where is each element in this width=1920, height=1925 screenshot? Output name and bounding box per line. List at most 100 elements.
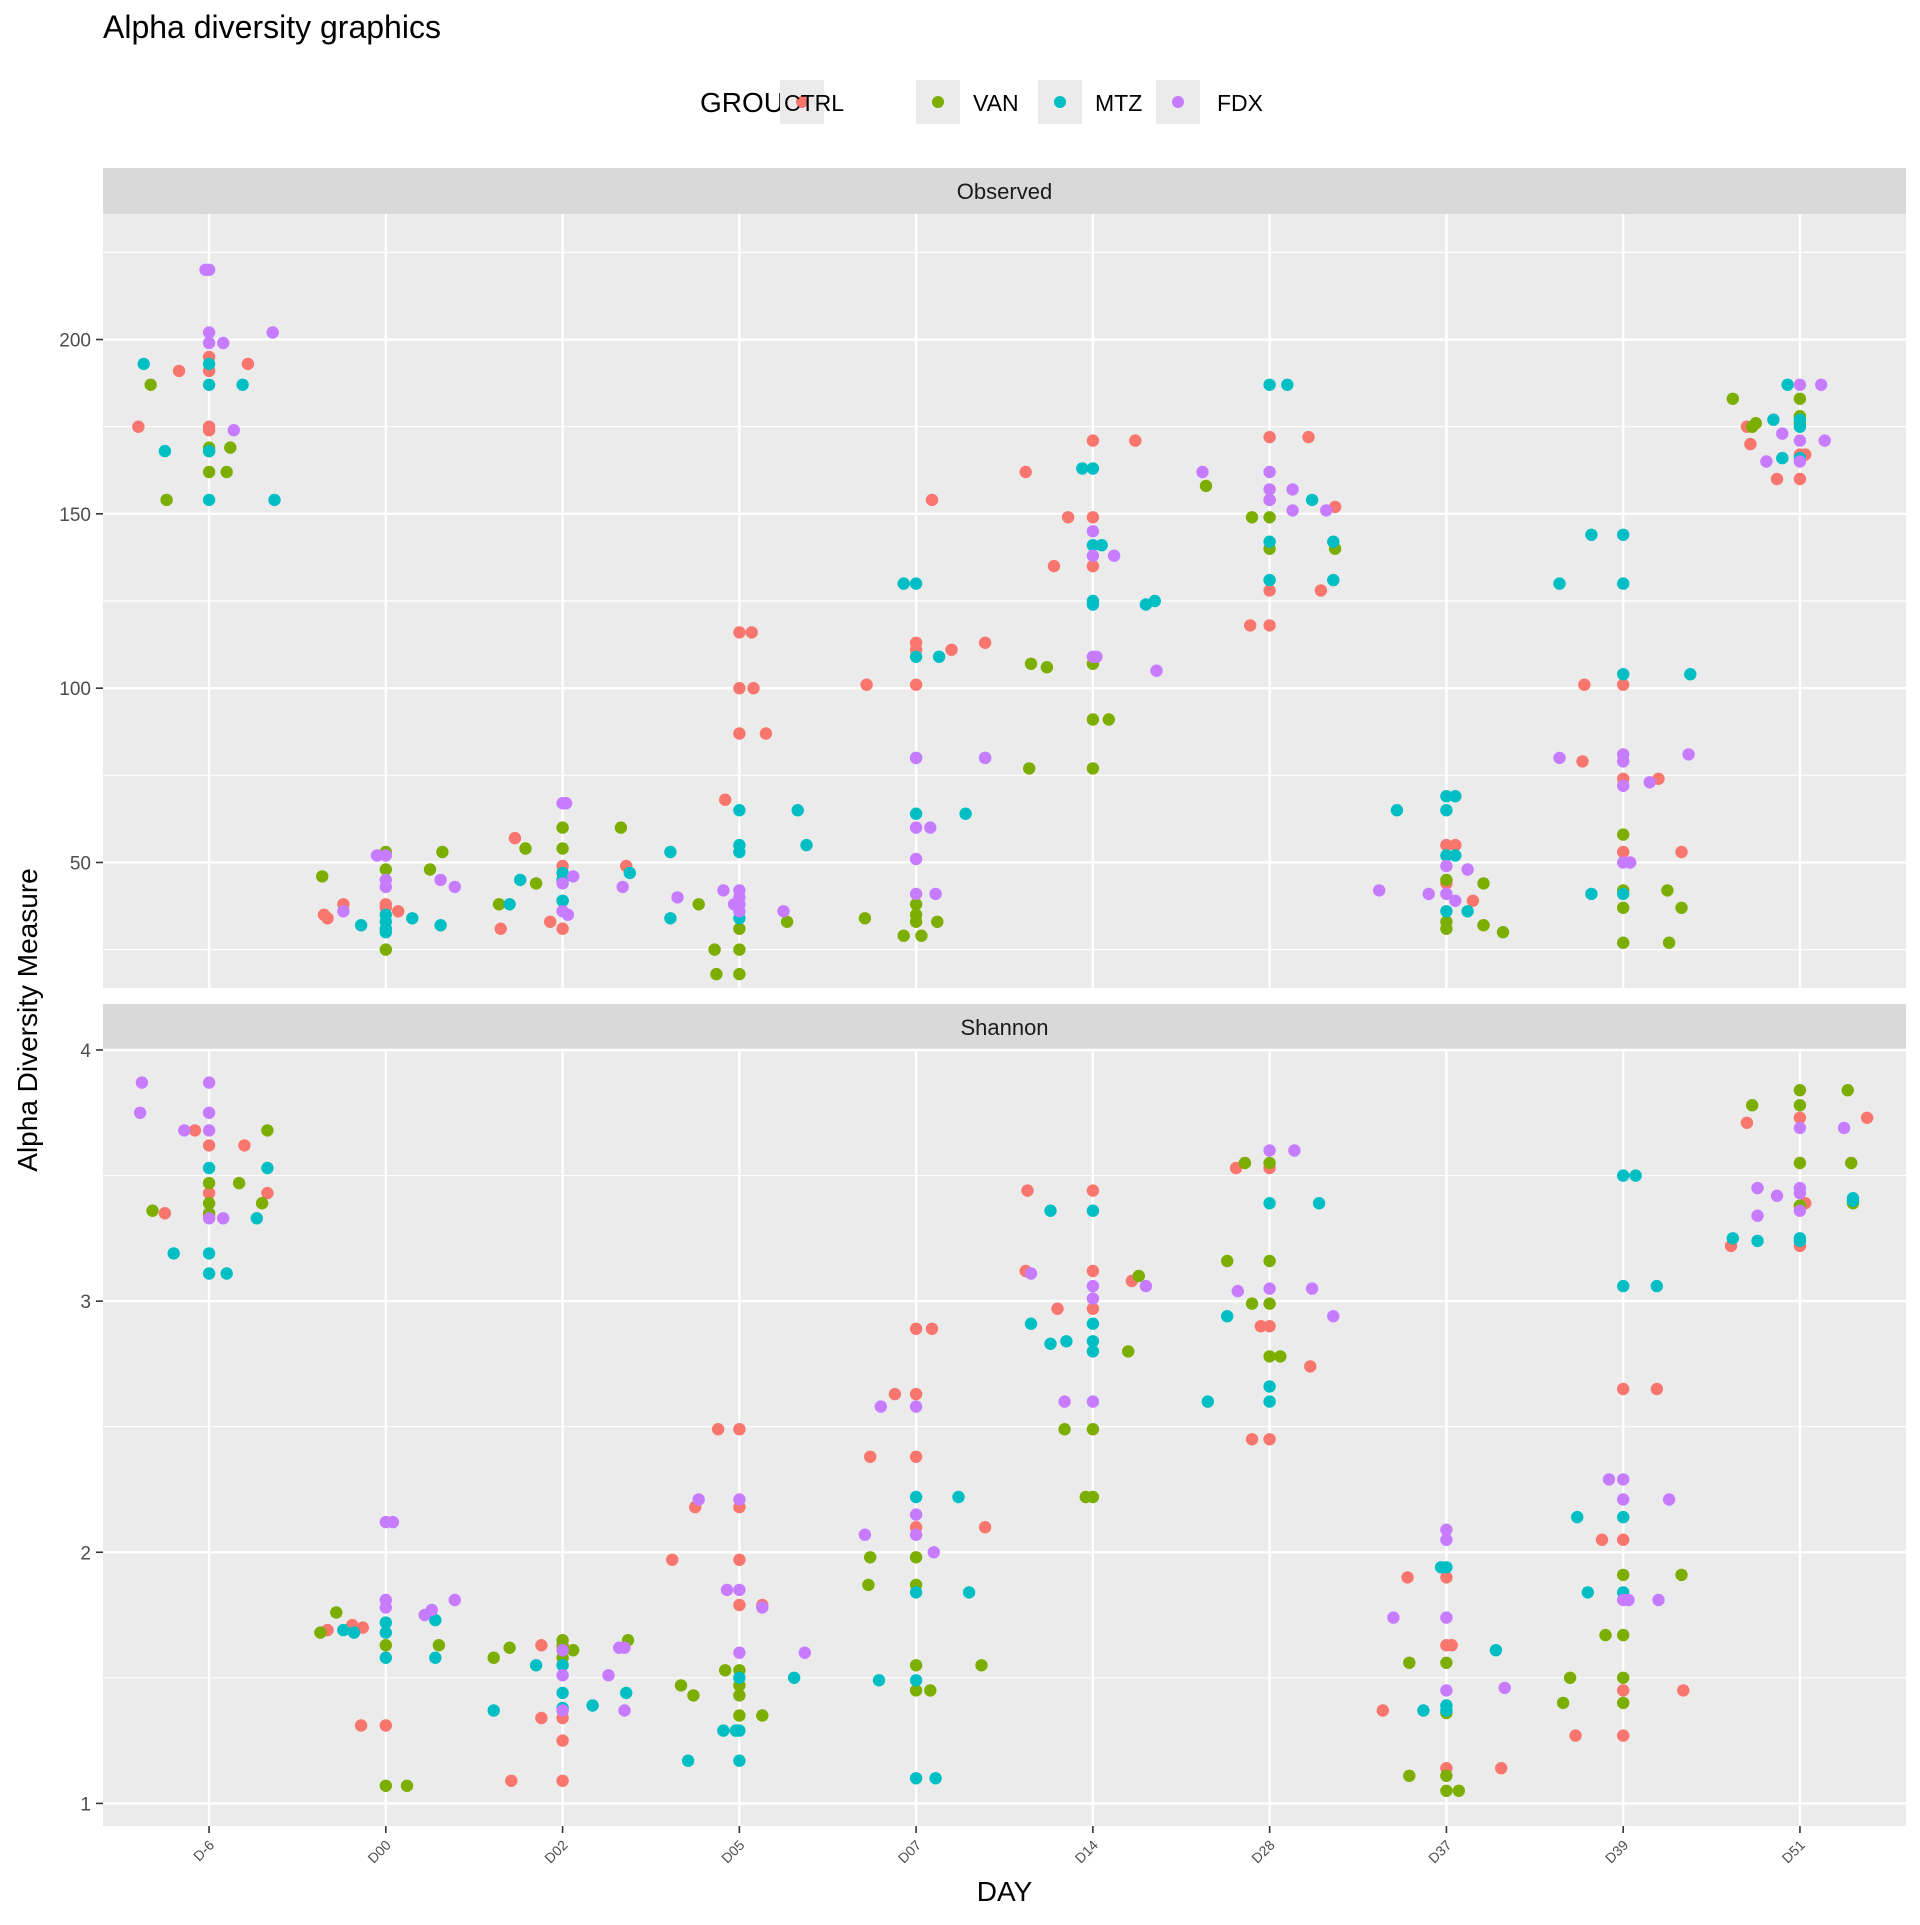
point-van bbox=[400, 1779, 414, 1793]
point-ctrl bbox=[132, 420, 145, 433]
point-mtz bbox=[1044, 1337, 1057, 1351]
point-van bbox=[1263, 1254, 1276, 1268]
point-mtz bbox=[959, 807, 972, 820]
point-fdx bbox=[616, 880, 629, 894]
point-mtz bbox=[503, 898, 516, 911]
point-van bbox=[1661, 884, 1674, 897]
point-fdx bbox=[556, 1669, 569, 1682]
point-fdx bbox=[777, 905, 790, 918]
point-mtz bbox=[717, 1724, 730, 1737]
point-ctrl bbox=[1740, 1116, 1754, 1130]
point-fdx bbox=[1837, 1121, 1851, 1135]
point-ctrl bbox=[535, 1711, 548, 1725]
point-van bbox=[1263, 1350, 1276, 1363]
point-ctrl bbox=[1440, 1571, 1453, 1584]
point-van bbox=[1841, 1084, 1854, 1097]
point-mtz bbox=[556, 894, 569, 907]
point-fdx bbox=[386, 1515, 400, 1529]
point-van bbox=[567, 1644, 580, 1657]
point-van bbox=[1122, 1345, 1135, 1358]
point-mtz bbox=[1617, 1510, 1630, 1524]
point-fdx bbox=[1231, 1284, 1245, 1298]
point-mtz bbox=[1440, 790, 1453, 803]
point-van bbox=[1102, 713, 1116, 726]
y-tick-label: 200 bbox=[59, 331, 91, 352]
point-mtz bbox=[1263, 1197, 1276, 1210]
point-ctrl bbox=[733, 1423, 746, 1436]
point-van bbox=[379, 863, 392, 876]
point-van bbox=[503, 1641, 516, 1654]
point-ctrl bbox=[1617, 845, 1630, 859]
facet-strip-shannon bbox=[103, 1004, 1906, 1050]
point-ctrl bbox=[1449, 838, 1462, 852]
point-ctrl bbox=[1569, 1729, 1582, 1742]
point-fdx bbox=[1320, 504, 1333, 517]
point-van bbox=[710, 967, 723, 981]
point-ctrl bbox=[494, 922, 507, 935]
point-ctrl bbox=[1086, 1302, 1100, 1315]
point-ctrl bbox=[1019, 465, 1032, 479]
point-van bbox=[316, 870, 329, 883]
point-ctrl bbox=[392, 905, 405, 918]
point-ctrl bbox=[1314, 584, 1328, 597]
point-van bbox=[864, 1551, 877, 1564]
point-van bbox=[1675, 1568, 1688, 1582]
legend-label-van: VAN bbox=[973, 90, 1019, 116]
point-ctrl bbox=[1263, 430, 1276, 444]
point-fdx bbox=[1440, 1523, 1453, 1536]
point-fdx bbox=[1440, 1611, 1453, 1624]
point-fdx bbox=[1624, 856, 1637, 869]
point-ctrl bbox=[745, 626, 758, 639]
point-van bbox=[379, 943, 392, 956]
point-van bbox=[858, 912, 872, 925]
point-van bbox=[1793, 1099, 1807, 1112]
y-tick-label: 1 bbox=[80, 1794, 91, 1815]
facet-label-shannon: Shannon bbox=[960, 1015, 1048, 1040]
point-ctrl bbox=[945, 643, 958, 656]
point-ctrl bbox=[1617, 1533, 1630, 1546]
point-ctrl bbox=[172, 364, 186, 378]
point-ctrl bbox=[1793, 472, 1807, 486]
point-fdx bbox=[559, 797, 573, 810]
point-van bbox=[614, 821, 628, 834]
point-mtz bbox=[202, 493, 216, 507]
point-fdx bbox=[561, 908, 575, 921]
point-ctrl bbox=[888, 1387, 902, 1401]
point-fdx bbox=[1617, 779, 1630, 792]
point-van bbox=[708, 943, 721, 956]
point-ctrl bbox=[1047, 559, 1061, 573]
point-ctrl bbox=[1576, 755, 1589, 768]
point-van bbox=[1793, 1156, 1807, 1170]
point-fdx bbox=[1793, 455, 1807, 468]
point-fdx bbox=[978, 751, 992, 765]
legend-marker-fdx bbox=[1172, 96, 1184, 108]
point-mtz bbox=[1086, 1335, 1100, 1348]
point-ctrl bbox=[321, 912, 334, 925]
point-fdx bbox=[1776, 427, 1789, 440]
point-van bbox=[379, 1639, 392, 1652]
point-mtz bbox=[1417, 1704, 1430, 1717]
point-fdx bbox=[1090, 650, 1103, 663]
point-ctrl bbox=[1263, 1433, 1276, 1446]
point-mtz bbox=[529, 1659, 543, 1672]
point-mtz bbox=[379, 1626, 392, 1639]
point-fdx bbox=[1440, 887, 1453, 901]
point-van bbox=[862, 1578, 875, 1592]
point-van bbox=[733, 1689, 746, 1702]
point-fdx bbox=[337, 905, 350, 918]
point-ctrl bbox=[1401, 1571, 1414, 1584]
point-van bbox=[556, 842, 569, 855]
point-fdx bbox=[909, 821, 923, 834]
y-tick-label: 2 bbox=[80, 1543, 91, 1564]
point-ctrl bbox=[747, 682, 760, 695]
point-van bbox=[1845, 1156, 1858, 1170]
point-ctrl bbox=[535, 1639, 548, 1652]
legend-marker-van bbox=[932, 96, 944, 108]
point-mtz bbox=[1617, 668, 1630, 681]
point-fdx bbox=[1815, 378, 1828, 391]
point-mtz bbox=[1327, 535, 1340, 548]
point-van bbox=[1245, 511, 1259, 524]
point-van bbox=[733, 1709, 746, 1722]
point-fdx bbox=[135, 1076, 149, 1089]
point-van bbox=[924, 1684, 937, 1697]
